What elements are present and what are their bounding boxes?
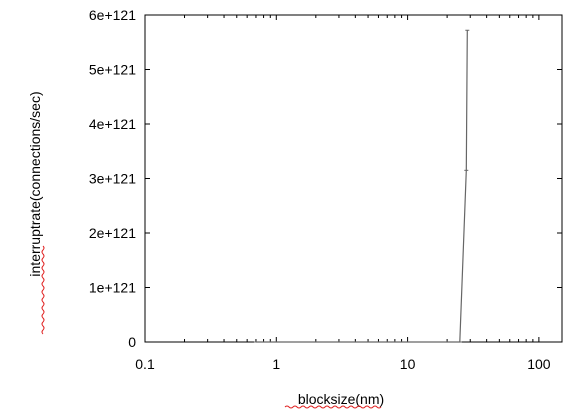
y-tick-label: 6e+121 xyxy=(89,7,136,23)
x-tick-label: 1 xyxy=(272,356,280,372)
plot-frame xyxy=(144,14,563,343)
y-tick-label: 4e+121 xyxy=(89,116,136,132)
x-axis-ticks: 0.1 1 10 100 xyxy=(135,15,551,372)
y-tick-label: 5e+121 xyxy=(89,62,136,78)
plot-axes xyxy=(144,14,563,343)
x-axis-title: blocksize(nm) xyxy=(298,391,384,407)
y-tick-label: 2e+121 xyxy=(89,225,136,241)
x-tick-label: 10 xyxy=(400,356,416,372)
spellcheck-underline-x xyxy=(284,405,382,409)
y-axis-ticks: 0 1e+121 2e+121 3e+121 4e+121 5e+121 6e+121 xyxy=(89,7,562,350)
y-tick-label: 1e+121 xyxy=(89,280,136,296)
x-tick-label: 0.1 xyxy=(135,356,155,372)
series-line xyxy=(256,30,468,343)
spellcheck-underline-y xyxy=(41,245,45,335)
x-tick-label: 100 xyxy=(527,356,551,372)
y-tick-label: 3e+121 xyxy=(89,171,136,187)
y-axis-title: interruptrate(connections/sec) xyxy=(27,91,43,276)
data-series xyxy=(253,29,470,343)
y-tick-label: 0 xyxy=(128,334,136,350)
